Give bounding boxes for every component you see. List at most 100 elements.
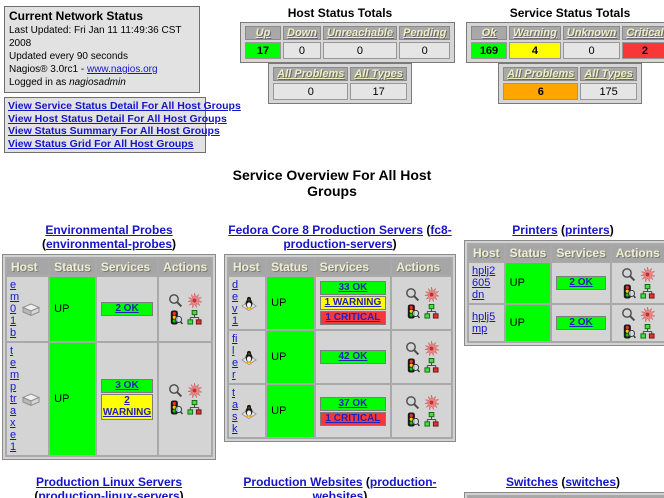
hostgroup-name-link[interactable]: Production Websites [243,475,363,489]
service-count-link-critical[interactable]: 1 CRITICAL [325,412,381,424]
total-header-all-problems[interactable]: All Problems [503,67,579,81]
host-link-filer[interactable]: filer [232,333,239,381]
host-row-filer: filer UP 42 OK [229,331,451,383]
extended-info-icon[interactable] [621,324,636,339]
host-status-cell: UP [267,277,314,329]
actions-cell [392,277,451,329]
total-value-all-problems: 6 [503,83,579,100]
service-detail-icon[interactable] [621,267,636,282]
hostgroup-title: Fedora Core 8 Production Servers (fc8-pr… [228,223,452,251]
hostgroup-alias-link[interactable]: switches [565,475,617,489]
hostgroup-name-link[interactable]: Printers [512,223,558,237]
service-count-link-ok[interactable]: 2 OK [115,303,139,314]
total-header-unreachable[interactable]: Unreachable [322,26,397,40]
service-count-link-warning[interactable]: 1 WARNING [324,297,382,308]
hostgroup-fc8-production-servers: Fedora Core 8 Production Servers (fc8-pr… [219,223,461,463]
hostgroup-name-link[interactable]: Production Linux Servers [35,475,183,489]
hostgroup-alias-link[interactable]: production-linux-servers [38,489,180,498]
total-header-down[interactable]: Down [283,26,321,40]
status-map-icon[interactable] [423,287,439,302]
info-column: Current Network Status Last Updated: Fri… [4,6,241,153]
extended-info-icon[interactable] [405,304,420,319]
services-cell: 2 OK [552,305,610,341]
service-detail-icon[interactable] [405,341,420,356]
host-row-task: task UP 37 OK 1 CRITICAL [229,385,451,437]
host-cell: em01b [7,277,49,341]
service-count-link-ok[interactable]: 3 OK [115,379,139,391]
extended-info-icon[interactable] [621,284,636,299]
link-status-summary[interactable]: View Status Summary For All Host Groups [8,125,220,137]
host-link-task[interactable]: task [232,387,239,435]
status-grid-icon[interactable] [424,412,439,427]
hostgroup-title: Switches (switches) [505,475,621,489]
actions-cell [159,343,212,455]
service-detail-icon[interactable] [168,383,183,398]
host-link-dev1[interactable]: dev1 [232,279,239,327]
service-count-link-ok[interactable]: 2 OK [569,317,593,328]
extended-info-icon[interactable] [168,310,184,325]
total-value-up: 17 [245,42,281,59]
hostgroup-alias-link[interactable]: printers [565,223,610,237]
service-count-link-warning[interactable]: 2 WARNING [102,394,152,418]
status-grid-icon[interactable] [424,358,439,373]
host-row-temptraxe1: temptraxe1 UP 3 OK 2 WARNING [7,343,212,455]
services-cell: 37 OK 1 CRITICAL [315,385,391,437]
status-map-icon[interactable] [187,383,203,398]
host-link-hplj2605dn[interactable]: hplj2605dn [472,265,496,301]
hostgroup-name-link[interactable]: Environmental Probes [45,223,173,237]
status-map-icon[interactable] [639,267,655,282]
status-grid-icon[interactable] [187,400,202,415]
total-header-pending[interactable]: Pending [398,26,451,40]
hostgroup-production-websites: Production Websites (production-websites… [219,475,461,498]
total-header-unknown[interactable]: Unknown [562,26,621,40]
login-user: nagiosadmin [69,77,126,88]
service-count-link-ok[interactable]: 37 OK [338,397,368,409]
status-grid-icon[interactable] [640,284,655,299]
status-map-icon[interactable] [187,293,203,308]
service-detail-icon[interactable] [405,395,420,410]
extended-info-icon[interactable] [405,358,420,373]
nagios-org-link[interactable]: www.nagios.org [86,64,158,75]
services-cell: 2 OK [96,277,158,341]
hostgroup-alias-link[interactable]: fc8-production-servers [283,223,452,251]
hostgroup-name-link[interactable]: Fedora Core 8 Production Servers [228,223,424,237]
extended-info-icon[interactable] [168,400,184,415]
total-header-all-problems[interactable]: All Problems [273,67,349,81]
hostgroup-alias-link[interactable]: production-websites [312,475,437,498]
services-cell: 2 OK [552,263,610,303]
service-count-link-ok[interactable]: 33 OK [338,282,368,293]
total-header-warning[interactable]: Warning [509,26,561,40]
total-header-ok[interactable]: Ok [471,26,507,40]
status-grid-icon[interactable] [640,324,655,339]
service-count-link-ok[interactable]: 42 OK [338,351,368,362]
service-detail-icon[interactable] [405,287,420,302]
extended-info-icon[interactable] [405,412,420,427]
hostgroup-alias-link[interactable]: environmental-probes [45,237,173,251]
host-link-temptraxe1[interactable]: temptraxe1 [10,345,20,453]
total-header-all-types[interactable]: All Types [350,67,407,81]
total-header-critical[interactable]: Critical [622,26,664,40]
service-status-totals: Service Status Totals Ok Warning Unknown Cr… [466,6,664,104]
status-map-icon[interactable] [423,395,439,410]
link-service-status-detail[interactable]: View Service Status Detail For All Host … [8,100,241,112]
link-host-status-detail[interactable]: View Host Status Detail For All Host Gro… [8,112,227,125]
column-header-host: Host [229,259,266,275]
status-map-icon[interactable] [639,307,655,322]
service-detail-icon[interactable] [621,307,636,322]
status-map-icon[interactable] [423,341,439,356]
status-grid-icon[interactable] [424,304,439,319]
service-count-link-critical[interactable]: 1 CRITICAL [325,312,381,323]
version-line: Nagios® 3.0rc1 - www.nagios.org [9,63,195,76]
service-detail-icon[interactable] [168,293,183,308]
service-count-link-ok[interactable]: 2 OK [569,277,593,288]
host-link-em01b[interactable]: em01b [10,279,20,339]
total-header-all-types[interactable]: All Types [580,67,637,81]
link-status-grid[interactable]: View Status Grid For All Host Groups [8,137,194,150]
host-link-hplj5mp[interactable]: hplj5mp [472,311,496,335]
hostgroup-name-link[interactable]: Switches [505,475,558,489]
services-cell: 42 OK [315,331,391,383]
total-header-up[interactable]: Up [245,26,281,40]
column-header-status: Status [267,259,314,275]
linux-icon [241,349,258,365]
status-grid-icon[interactable] [187,310,202,325]
